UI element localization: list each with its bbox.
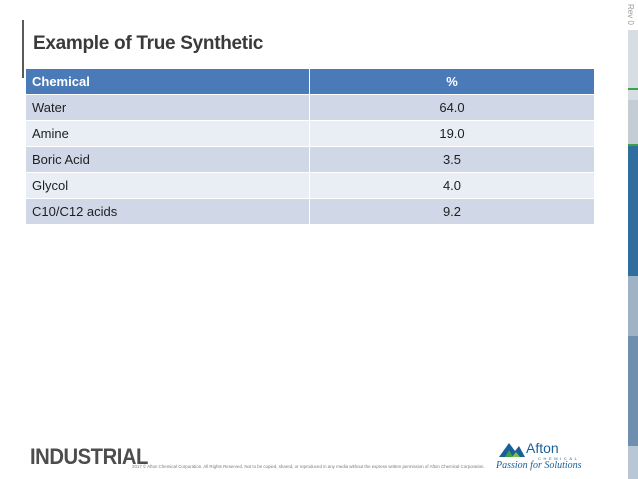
chemical-cell: Water	[25, 94, 310, 121]
strip-segment	[628, 276, 638, 336]
afton-logo: Afton CHEMICAL Passion for Solutions	[496, 440, 616, 472]
strip-segment	[628, 446, 638, 479]
percent-cell: 4.0	[309, 172, 595, 199]
strip-accent	[628, 88, 638, 90]
copyright-notice: 2017 © Afton Chemical Corporation. All R…	[132, 464, 485, 469]
chemical-composition-table: Chemical % Water 64.0 Amine 19.0 Boric A…	[25, 68, 595, 225]
strip-segment	[628, 30, 638, 100]
table-row: C10/C12 acids 9.2	[25, 198, 595, 225]
logo-subtitle: CHEMICAL	[538, 456, 580, 461]
percent-cell: 64.0	[309, 94, 595, 121]
strip-accent	[628, 144, 638, 146]
logo-tagline: Passion for Solutions	[496, 460, 582, 471]
chemical-cell: Amine	[25, 120, 310, 147]
percent-cell: 3.5	[309, 146, 595, 173]
percent-cell: 19.0	[309, 120, 595, 147]
table-row: Boric Acid 3.5	[25, 146, 595, 173]
column-header-chemical: Chemical	[25, 68, 310, 95]
logo-name: Afton	[526, 440, 559, 456]
title-accent-rule	[22, 20, 24, 78]
strip-segment	[628, 336, 638, 446]
percent-cell: 9.2	[309, 198, 595, 225]
column-header-percent: %	[309, 68, 595, 95]
revision-label: Rev 0	[626, 4, 635, 25]
table-row: Amine 19.0	[25, 120, 595, 147]
table-header-row: Chemical %	[25, 68, 595, 95]
strip-segment	[628, 100, 638, 145]
industrial-label: INDUSTRIAL	[30, 444, 148, 469]
slide-title: Example of True Synthetic	[33, 33, 264, 54]
mountain-logo-icon	[499, 443, 525, 457]
table-row: Water 64.0	[25, 94, 595, 121]
chemical-cell: Glycol	[25, 172, 310, 199]
chemical-cell: Boric Acid	[25, 146, 310, 173]
strip-segment	[628, 146, 638, 276]
right-edge-strip	[628, 30, 638, 479]
table-row: Glycol 4.0	[25, 172, 595, 199]
chemical-cell: C10/C12 acids	[25, 198, 310, 225]
